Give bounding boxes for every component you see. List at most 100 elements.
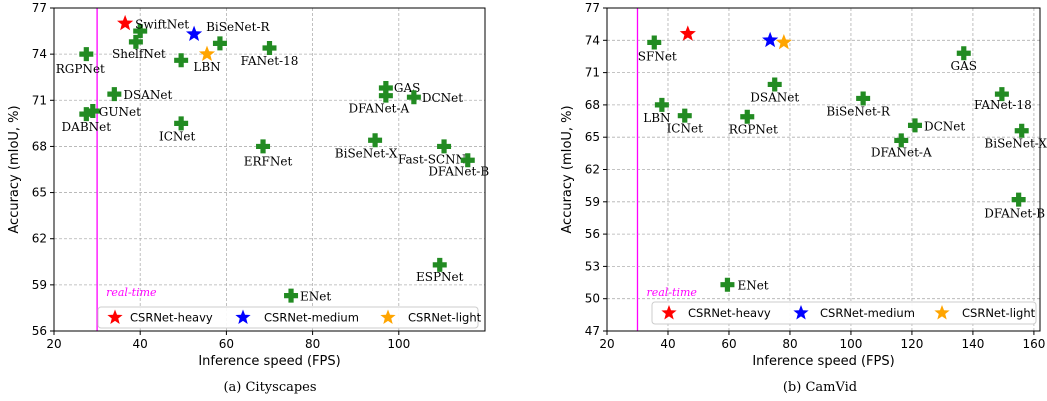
data-point-plus: [133, 24, 148, 39]
point-label: FANet-18: [974, 98, 1032, 112]
data-point-plus: [79, 47, 94, 62]
y-tick-label: 68: [32, 139, 47, 153]
chart-panel-2: real-time 20 40 60 80 100 120 140 160 47 50 53 56 59 6…: [560, 1, 1047, 395]
data-point-plus: [956, 46, 971, 61]
point-label: SFNet: [638, 49, 677, 63]
legend-label: CSRNet-heavy: [688, 306, 771, 320]
point-label: FANet-18: [241, 54, 299, 68]
legend-marker: [107, 309, 123, 324]
plot-frame: [53, 7, 486, 332]
data-point-plus: [856, 91, 871, 106]
x-tick-label: 160: [1022, 337, 1045, 351]
data-point-plus: [907, 118, 922, 133]
point-label: ICNet: [159, 129, 196, 143]
x-tick-label: 120: [900, 337, 923, 351]
data-point-plus: [378, 80, 393, 95]
legend-label: CSRNet-medium: [264, 311, 359, 325]
point-label: DFANet-A: [349, 102, 410, 116]
data-point-star: [185, 25, 203, 42]
legend-marker: [380, 309, 396, 324]
point-label: Fast-SCNN: [398, 152, 466, 166]
data-point-star: [679, 25, 696, 41]
point-label: DABNet: [62, 120, 112, 134]
legend-marker: [793, 305, 809, 320]
y-tick-label: 53: [585, 259, 600, 273]
point-label: DCNet: [924, 119, 965, 133]
data-point-plus: [894, 133, 909, 148]
x-tick-label: 40: [133, 337, 148, 351]
y-tick-label: 59: [32, 278, 47, 292]
y-tick-label: 65: [585, 130, 600, 144]
data-point-plus: [284, 288, 299, 303]
data-point-plus: [85, 104, 100, 119]
legend-marker: [934, 305, 950, 320]
point-label: ShelfNet: [112, 47, 166, 61]
x-tick-label: 80: [782, 337, 797, 351]
x-tick-label: 60: [721, 337, 736, 351]
data-point-plus: [1014, 123, 1029, 138]
data-point-star: [762, 31, 779, 48]
point-label: DFANet-B: [984, 207, 1045, 221]
point-label: LBN: [193, 60, 220, 74]
data-point-plus: [262, 40, 277, 55]
x-tick-label: 80: [305, 337, 320, 351]
data-point-plus: [720, 277, 735, 292]
point-label: LBN: [643, 111, 670, 125]
legend-marker: [235, 309, 251, 324]
point-label: BiSeNet-R: [206, 20, 270, 34]
data-point-star: [117, 14, 134, 31]
data-point-plus: [677, 108, 692, 123]
legend-label: CSRNet-light: [408, 311, 482, 325]
y-tick-label: 62: [32, 232, 47, 246]
data-point-plus: [212, 36, 227, 51]
data-point-plus: [767, 77, 782, 92]
legend-label: CSRNet-light: [962, 306, 1036, 320]
point-label: ESPNet: [416, 270, 464, 284]
point-label: DCNet: [422, 91, 463, 105]
data-point-star: [198, 45, 216, 62]
panel-caption: (b) CamVid: [783, 380, 857, 395]
data-point-plus: [994, 87, 1009, 102]
legend-box: [651, 301, 1037, 325]
point-label: GUNet: [99, 105, 141, 119]
legend-label: CSRNet-medium: [820, 306, 915, 320]
point-label: SwiftNet: [135, 17, 189, 31]
y-axis-label: Accuracy (mIoU, %): [7, 105, 22, 233]
y-tick-label: 59: [585, 195, 600, 209]
x-tick-label: 20: [46, 337, 61, 351]
legend-label: CSRNet-heavy: [130, 311, 213, 325]
data-point-plus: [460, 153, 475, 168]
point-label: ENet: [737, 279, 768, 293]
y-axis-label: Accuracy (mIoU, %): [560, 105, 575, 233]
point-label: DFANet-B: [428, 164, 489, 178]
data-point-plus: [174, 116, 189, 131]
y-tick-label: 74: [32, 47, 47, 61]
y-tick-label: 71: [585, 66, 600, 80]
point-label: RGPNet: [56, 62, 105, 76]
y-tick-label: 77: [585, 1, 600, 15]
y-tick-label: 56: [32, 324, 47, 338]
y-tick-label: 71: [32, 93, 47, 107]
x-tick-label: 60: [219, 337, 234, 351]
data-point-plus: [107, 87, 122, 102]
x-tick-label: 140: [961, 337, 984, 351]
point-label: DSANet: [123, 88, 172, 102]
realtime-label: real-time: [106, 286, 157, 299]
data-point-plus: [174, 53, 189, 68]
y-tick-label: 47: [585, 324, 600, 338]
data-point-plus: [437, 139, 452, 154]
point-label: ICNet: [667, 122, 704, 136]
y-tick-label: 65: [32, 186, 47, 200]
y-tick-label: 74: [585, 33, 600, 47]
y-tick-label: 50: [585, 292, 600, 306]
data-point-plus: [654, 97, 669, 112]
x-axis-label: Inference speed (FPS): [752, 354, 894, 369]
point-label: DSANet: [750, 90, 799, 104]
point-label: DFANet-A: [871, 145, 932, 159]
x-tick-label: 40: [660, 337, 675, 351]
data-point-plus: [432, 257, 447, 272]
x-tick-label: 20: [599, 337, 614, 351]
data-point-plus: [79, 107, 94, 122]
point-label: ENet: [300, 290, 331, 304]
